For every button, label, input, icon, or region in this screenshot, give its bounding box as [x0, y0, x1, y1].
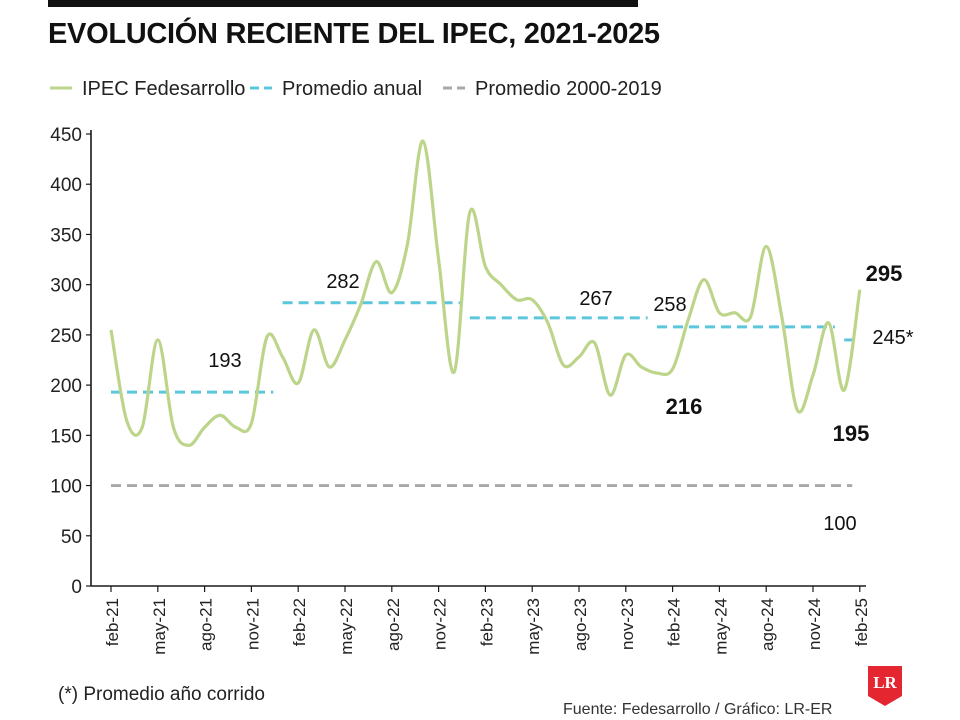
data-label-245-star: 245* — [872, 327, 913, 349]
x-tick-label: nov-22 — [431, 598, 450, 650]
data-label-258: 258 — [653, 294, 686, 316]
legend-label-3: Promedio 2000-2019 — [475, 78, 662, 100]
data-label-295: 295 — [866, 261, 903, 286]
source-credit: Fuente: Fedesarrollo / Gráfico: LR-ER — [563, 701, 833, 718]
x-tick-label: feb-22 — [290, 598, 309, 646]
x-tick-label: nov-24 — [805, 598, 824, 650]
title-top-bar — [48, 0, 638, 7]
data-label-100: 100 — [823, 513, 856, 535]
y-tick-label: 150 — [50, 426, 82, 447]
x-tick-label: may-22 — [337, 598, 356, 655]
x-tick-label: may-23 — [524, 598, 543, 655]
x-tick-label: ago-22 — [384, 598, 403, 651]
data-label-216: 216 — [666, 394, 703, 419]
y-tick-label: 300 — [50, 276, 82, 297]
lr-logo-icon: LR — [868, 666, 902, 706]
x-tick-label: may-24 — [711, 598, 730, 655]
y-tick-label: 350 — [50, 225, 82, 246]
x-tick-label: ago-24 — [758, 598, 777, 651]
data-label-282: 282 — [326, 271, 359, 293]
data-label-193: 193 — [208, 350, 241, 372]
y-tick-label: 100 — [50, 477, 82, 498]
y-tick-label: 200 — [50, 376, 82, 397]
x-tick-label: feb-24 — [665, 598, 684, 646]
y-tick-label: 400 — [50, 175, 82, 196]
lr-logo-text: LR — [873, 673, 897, 692]
x-tick-label: ago-23 — [571, 598, 590, 651]
y-tick-label: 0 — [71, 577, 82, 598]
x-tick-label: ago-21 — [197, 598, 216, 651]
legend-label-2: Promedio anual — [282, 78, 422, 100]
y-tick-label: 250 — [50, 326, 82, 347]
x-tick-label: nov-21 — [243, 598, 262, 650]
data-label-195: 195 — [833, 421, 870, 446]
x-tick-label: feb-21 — [103, 598, 122, 646]
chart-title: EVOLUCIÓN RECIENTE DEL IPEC, 2021-2025 — [48, 18, 660, 50]
x-tick-label: feb-23 — [477, 598, 496, 646]
x-tick-label: may-21 — [150, 598, 169, 655]
footnote: (*) Promedio año corrido — [58, 684, 265, 705]
legend-label-1: IPEC Fedesarrollo — [82, 78, 245, 100]
x-tick-label: feb-25 — [852, 598, 871, 646]
ipec-series-line — [109, 139, 862, 447]
x-tick-label: nov-23 — [618, 598, 637, 650]
data-label-267: 267 — [579, 288, 612, 310]
y-tick-label: 50 — [61, 527, 82, 548]
y-tick-label: 450 — [50, 125, 82, 146]
